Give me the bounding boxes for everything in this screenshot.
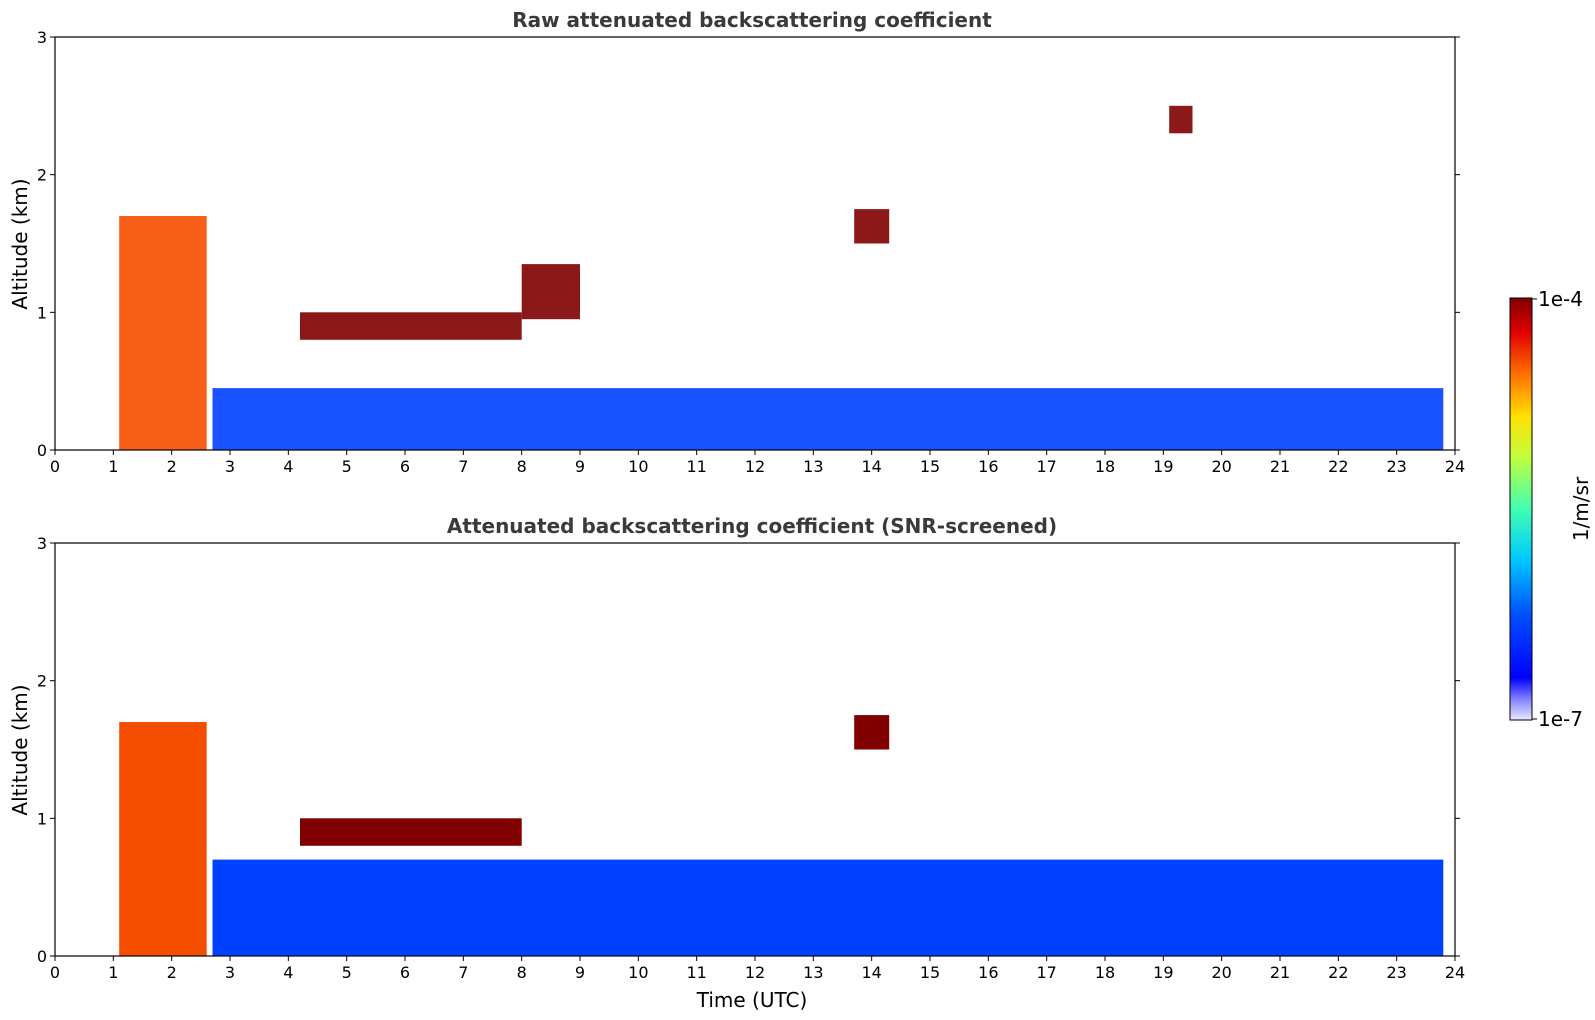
panel-raw-xtick-label: 1 <box>108 457 118 476</box>
panel-screened-heatmap <box>119 715 1444 956</box>
panel-raw-title: Raw attenuated backscattering coefficien… <box>512 8 992 32</box>
panel-screened-xtick-label: 11 <box>686 963 706 982</box>
panel-raw-layer-0 <box>212 388 1444 450</box>
panel-raw-ytick-label: 1 <box>37 303 47 322</box>
panel-raw-layer-4 <box>1169 105 1193 134</box>
panel-screened-xtick-label: 9 <box>575 963 585 982</box>
panel-screened-xtick-label: 6 <box>400 963 410 982</box>
panel-raw-xtick-label: 19 <box>1153 457 1173 476</box>
panel-screened-xtick-label: 2 <box>167 963 177 982</box>
panel-screened-xtick-label: 8 <box>517 963 527 982</box>
panel-raw-layer-1 <box>300 312 522 340</box>
panel-screened-xtick-label: 23 <box>1386 963 1406 982</box>
panel-screened-layer-2 <box>854 715 890 750</box>
panel-raw-xtick-label: 4 <box>283 457 293 476</box>
panel-raw-xtick-label: 12 <box>745 457 765 476</box>
colorbar-min-label: 1e-7 <box>1538 707 1583 731</box>
panel-screened-xtick-label: 24 <box>1445 963 1465 982</box>
panel-screened-xtick-label: 4 <box>283 963 293 982</box>
panel-screened-xtick-label: 7 <box>458 963 468 982</box>
panel-screened-ylabel: Altitude (km) <box>8 684 32 815</box>
panel-screened-xtick-label: 0 <box>50 963 60 982</box>
panel-raw-xtick-label: 7 <box>458 457 468 476</box>
colorbar: 1e-4 1e-7 1/m/sr <box>1509 287 1593 731</box>
panel-raw-xtick-label: 2 <box>167 457 177 476</box>
panel-raw-layer-2 <box>521 264 580 320</box>
panel-screened-layer-3 <box>119 722 207 956</box>
panel-screened-xtick-label: 20 <box>1211 963 1231 982</box>
panel-raw-xtick-label: 18 <box>1095 457 1115 476</box>
panel-raw: Raw attenuated backscattering coefficien… <box>8 8 1465 476</box>
panel-raw-xtick-label: 20 <box>1211 457 1231 476</box>
panel-screened-xtick-label: 13 <box>803 963 823 982</box>
panel-raw-xtick-label: 23 <box>1386 457 1406 476</box>
panel-screened-xtick-label: 3 <box>225 963 235 982</box>
panel-screened-xtick-label: 16 <box>978 963 998 982</box>
panel-raw-ytick-label: 0 <box>37 441 47 460</box>
panel-screened-xtick-label: 10 <box>628 963 648 982</box>
panel-screened-xtick-label: 19 <box>1153 963 1173 982</box>
panel-raw-xtick-label: 9 <box>575 457 585 476</box>
panel-raw-ytick-label: 3 <box>37 28 47 47</box>
panel-raw-xtick-label: 3 <box>225 457 235 476</box>
panel-raw-xtick-label: 11 <box>686 457 706 476</box>
panel-screened-xtick-label: 17 <box>1036 963 1056 982</box>
panel-screened-layer-1 <box>300 818 522 846</box>
panel-screened-title: Attenuated backscattering coefficient (S… <box>447 514 1057 538</box>
colorbar-max-label: 1e-4 <box>1538 287 1583 311</box>
panel-screened-xtick-label: 15 <box>920 963 940 982</box>
panel-screened-layer-0 <box>212 859 1444 956</box>
panel-screened-xtick-label: 12 <box>745 963 765 982</box>
panel-raw-xtick-label: 15 <box>920 457 940 476</box>
panel-screened-xtick-label: 1 <box>108 963 118 982</box>
panel-raw-xtick-label: 24 <box>1445 457 1465 476</box>
panel-raw-xtick-label: 6 <box>400 457 410 476</box>
colorbar-unit-label: 1/m/sr <box>1569 476 1593 541</box>
panel-screened-ytick-label: 3 <box>37 534 47 553</box>
panel-raw-xtick-label: 16 <box>978 457 998 476</box>
panel-screened-xtick-label: 18 <box>1095 963 1115 982</box>
panel-raw-layer-3 <box>854 209 890 244</box>
panel-raw-xtick-label: 0 <box>50 457 60 476</box>
panel-raw-xtick-label: 21 <box>1270 457 1290 476</box>
panel-raw-xtick-label: 14 <box>861 457 881 476</box>
panel-raw-xtick-label: 22 <box>1328 457 1348 476</box>
panel-raw-xtick-label: 8 <box>517 457 527 476</box>
panel-screened-ytick-label: 0 <box>37 947 47 966</box>
colorbar-gradient <box>1509 297 1533 721</box>
panel-raw-layer-5 <box>119 216 207 450</box>
panel-raw-ytick-label: 2 <box>37 166 47 185</box>
panel-raw-xtick-label: 10 <box>628 457 648 476</box>
panel-screened-axes: 0 1 2 3 4 5 6 7 8 9 10 11 12 13 14 15 16 17 18 19 20 21 22 23 24… <box>37 534 1465 982</box>
panel-raw-ylabel: Altitude (km) <box>8 178 32 309</box>
panel-raw-xtick-label: 5 <box>342 457 352 476</box>
panel-raw-axes: 0 1 2 3 4 5 6 7 8 9 10 11 12 13 14 15 16 17 18 19 20 21 22 23 24… <box>37 28 1465 476</box>
panel-screened-xtick-label: 22 <box>1328 963 1348 982</box>
panel-screened: Attenuated backscattering coefficient (S… <box>8 514 1465 1012</box>
panel-raw-plot-bg <box>55 37 1455 450</box>
panel-screened-xtick-label: 14 <box>861 963 881 982</box>
panel-raw-heatmap <box>119 105 1444 450</box>
panel-raw-xtick-label: 13 <box>803 457 823 476</box>
panel-screened-xlabel: Time (UTC) <box>696 988 808 1012</box>
panel-raw-xtick-label: 17 <box>1036 457 1056 476</box>
panel-screened-xtick-label: 5 <box>342 963 352 982</box>
panel-screened-ytick-label: 2 <box>37 672 47 691</box>
panel-screened-ytick-label: 1 <box>37 809 47 828</box>
panel-screened-xtick-label: 21 <box>1270 963 1290 982</box>
